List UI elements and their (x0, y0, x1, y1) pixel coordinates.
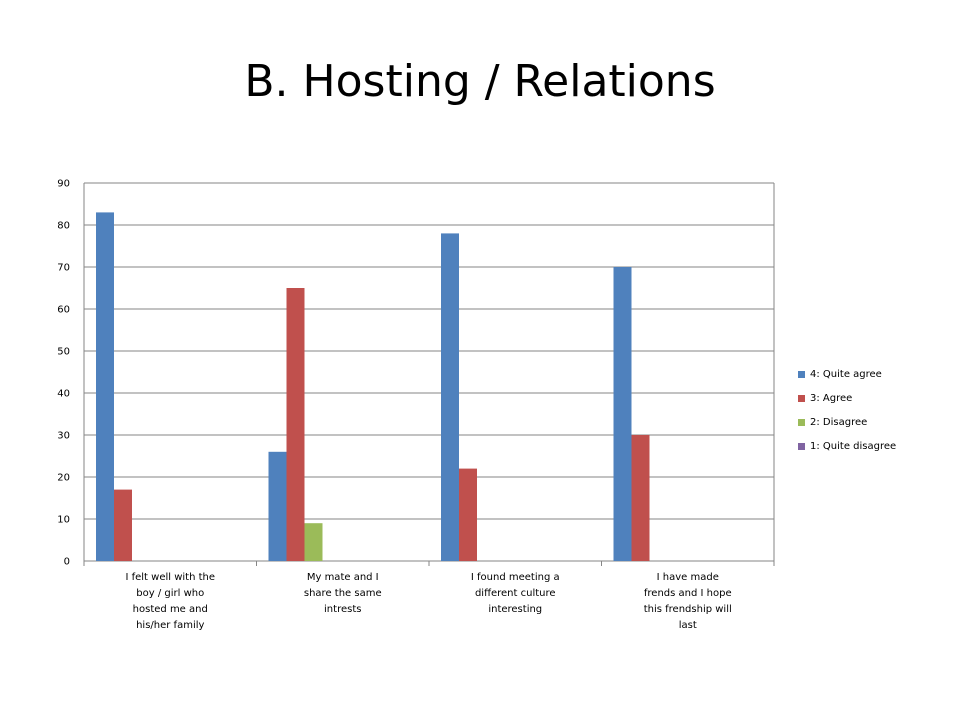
y-tick-label: 80 (57, 221, 70, 232)
legend-item: 2: Disagree (798, 410, 896, 434)
y-tick-label: 70 (57, 263, 70, 274)
legend-label: 2: Disagree (810, 416, 868, 428)
y-tick-label: 20 (57, 473, 70, 484)
legend-label: 4: Quite agree (810, 368, 882, 380)
x-category-label-line: different culture (474, 588, 556, 599)
x-category-label-line: My mate and I (306, 572, 379, 583)
bar (114, 489, 132, 561)
legend-item: 1: Quite disagree (798, 434, 896, 458)
bar (631, 435, 650, 561)
x-category-label-line: I felt well with the (125, 572, 216, 583)
bar (96, 212, 114, 561)
legend-item: 4: Quite agree (798, 362, 896, 386)
y-tick-label: 40 (57, 389, 70, 400)
x-category-label-line: interesting (488, 604, 543, 615)
legend-item: 3: Agree (798, 386, 896, 410)
legend-swatch (798, 418, 805, 426)
legend-label: 1: Quite disagree (810, 440, 897, 452)
y-tick-label: 30 (57, 431, 70, 442)
x-category-label-line: hosted me and (132, 604, 208, 615)
x-category-label: I have made frends and I hope this frendsh… (633, 570, 743, 634)
x-category-label-line: his/her family (136, 620, 205, 631)
bar (286, 288, 305, 561)
y-tick-label: 50 (57, 347, 70, 358)
bar (613, 267, 632, 561)
x-category-label-line: boy / girl who (136, 588, 205, 599)
y-tick-label: 10 (57, 515, 70, 526)
x-category-label: I felt well with the boy / girl who hosted… (115, 570, 225, 634)
bar (459, 468, 477, 561)
legend-swatch (798, 394, 805, 402)
x-category-label-line: intrests (324, 604, 362, 615)
chart-legend: 4: Quite agree 3: Agree 2: Disagree 1: Quit… (798, 362, 896, 458)
y-tick-label: 0 (64, 557, 70, 568)
x-category-label-line: last (678, 620, 697, 631)
slide-title: B. Hosting / Relations (244, 56, 716, 107)
y-tick-label: 90 (57, 179, 70, 190)
bar (441, 233, 459, 561)
x-category-label: My mate and I share the same intrests (288, 570, 398, 618)
x-category-label-line: I found meeting a (470, 572, 560, 583)
bar (304, 523, 323, 561)
bar (268, 451, 287, 561)
legend-swatch (798, 370, 805, 378)
y-tick-label: 60 (57, 305, 70, 316)
x-category-label-line: frends and I hope (643, 588, 732, 599)
legend-label: 3: Agree (810, 392, 853, 404)
x-category-label-line: this frendship will (643, 604, 732, 615)
legend-swatch (798, 442, 805, 450)
x-category-label-line: share the same (303, 588, 382, 599)
x-category-label-line: I have made (656, 572, 719, 583)
x-category-label: I found meeting a different culture intere… (460, 570, 570, 618)
